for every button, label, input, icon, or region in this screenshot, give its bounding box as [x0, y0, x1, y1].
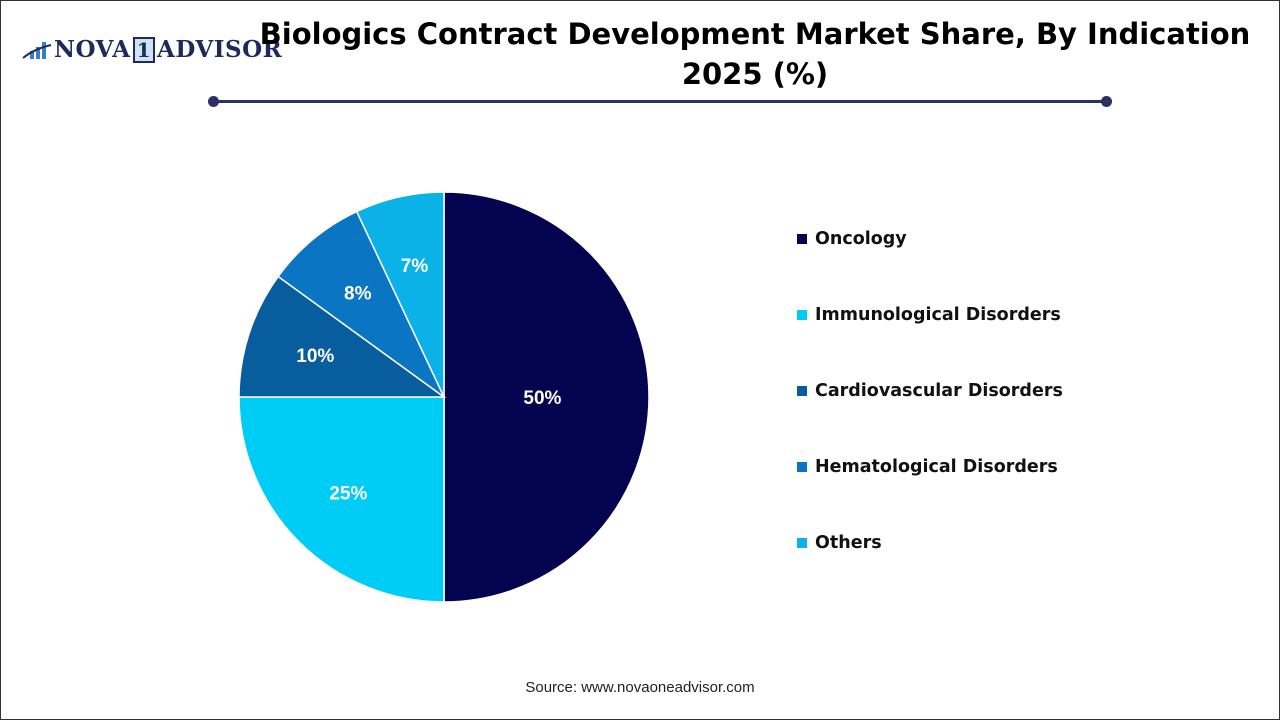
title-divider	[213, 100, 1107, 103]
legend-swatch	[797, 233, 807, 244]
pie-slice-others	[355, 191, 445, 398]
legend-label: Hematological Disorders	[815, 456, 1058, 477]
legend-label: Immunological Disorders	[815, 304, 1061, 325]
legend-label: Others	[815, 532, 882, 553]
legend-swatch	[797, 461, 807, 472]
legend-swatch	[797, 537, 807, 548]
pie-slice-immunological-disorders	[238, 396, 445, 603]
chart-title: Biologics Contract Development Market Sh…	[259, 17, 1251, 91]
legend-item: Immunological Disorders	[797, 302, 1063, 327]
pie-slice-cardiovascular-disorders	[238, 275, 447, 398]
source-note: Source: www.novaoneadvisor.com	[525, 679, 755, 696]
legend-label: Cardiovascular Disorders	[815, 380, 1063, 401]
legend: Oncology Immunological Disorders Cardiovas…	[797, 226, 1063, 606]
logo-text-end: ADVISOR	[156, 36, 283, 63]
logo: NOVA 1 ADVISOR	[22, 36, 282, 63]
divider-dot-left	[208, 96, 219, 107]
divider-dot-right	[1101, 96, 1112, 107]
legend-item: Others	[797, 530, 1063, 555]
data-label: 50%	[523, 388, 561, 409]
data-label: 25%	[329, 484, 367, 505]
data-label: 8%	[344, 284, 372, 305]
logo-bars-icon	[22, 41, 52, 59]
pie-slice-oncology	[443, 191, 650, 603]
legend-item: Oncology	[797, 226, 1063, 251]
logo-text: NOVA	[54, 36, 131, 63]
legend-item: Hematological Disorders	[797, 454, 1063, 479]
legend-item: Cardiovascular Disorders	[797, 378, 1063, 403]
logo-one: 1	[132, 36, 155, 63]
pie-slice-hematological-disorders	[277, 210, 445, 398]
legend-swatch	[797, 385, 807, 396]
data-label: 10%	[296, 346, 334, 367]
legend-swatch	[797, 309, 807, 320]
data-label: 7%	[401, 256, 429, 277]
legend-label: Oncology	[815, 228, 907, 249]
